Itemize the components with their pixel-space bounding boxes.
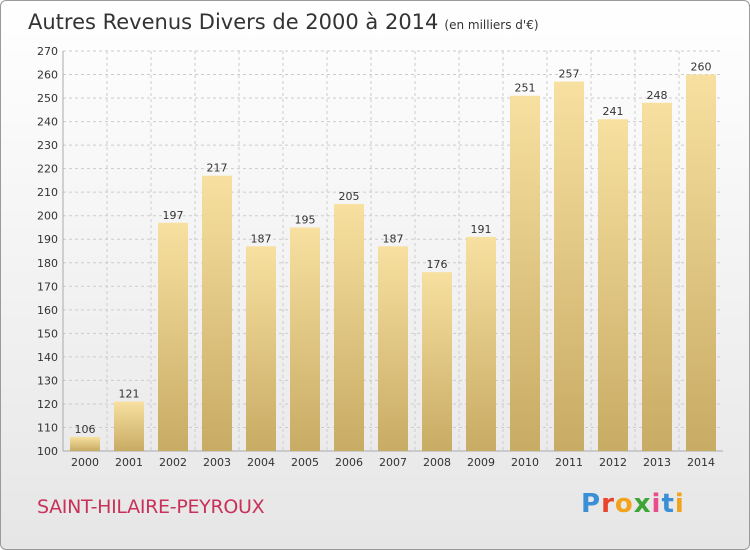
- y-tick-label: 100: [37, 445, 58, 458]
- bar-2004: [246, 246, 276, 451]
- x-tick-label-2003: 2003: [203, 456, 231, 469]
- location-label: SAINT-HILAIRE-PEYROUX: [37, 496, 265, 518]
- bar-2013: [642, 102, 672, 451]
- bar-2002: [158, 222, 188, 451]
- x-tick-label-2005: 2005: [291, 456, 319, 469]
- y-tick-label: 250: [37, 92, 58, 105]
- title-text: Autres Revenus Divers de 2000 à 2014: [28, 10, 439, 34]
- logo-letter: t: [661, 489, 675, 519]
- bar-2001: [114, 401, 144, 451]
- bar-2003: [202, 175, 232, 452]
- bar-2005: [290, 227, 320, 451]
- x-tick-label-2010: 2010: [511, 456, 539, 469]
- unit-label: (en milliers d'€): [444, 18, 539, 32]
- y-tick-label: 260: [37, 69, 58, 82]
- y-tick-label: 110: [37, 421, 58, 434]
- x-tick-label-2001: 2001: [115, 456, 143, 469]
- logo-letter: r: [601, 489, 615, 519]
- logo-letter: i: [674, 489, 685, 519]
- value-label-2004: 187: [251, 232, 272, 245]
- y-tick-label: 210: [37, 186, 58, 199]
- bars-layer: [70, 74, 716, 452]
- x-tick-label-2007: 2007: [379, 456, 407, 469]
- bar-2006: [334, 203, 364, 451]
- value-label-2007: 187: [383, 232, 404, 245]
- bar-2014: [686, 74, 716, 451]
- x-tick-label-2002: 2002: [159, 456, 187, 469]
- y-tick-label: 160: [37, 304, 58, 317]
- x-tick-label-2008: 2008: [423, 456, 451, 469]
- y-tick-label: 140: [37, 351, 58, 364]
- y-tick-label: 240: [37, 116, 58, 129]
- x-tick-label-2011: 2011: [555, 456, 583, 469]
- value-label-2014: 260: [691, 61, 712, 74]
- y-tick-label: 270: [37, 45, 58, 58]
- value-label-2003: 217: [207, 162, 228, 175]
- labels-layer: 100 110 120 130 140 150 160 170 180 190 200 210 220 2…: [37, 45, 715, 469]
- y-tick-label: 190: [37, 233, 58, 246]
- y-tick-label: 230: [37, 139, 58, 152]
- logo-letter: P: [581, 489, 602, 519]
- bar-2000: [70, 436, 100, 451]
- proxiti-logo: Proxiti: [581, 489, 685, 519]
- x-tick-label-2009: 2009: [467, 456, 495, 469]
- value-label-2000: 106: [75, 423, 96, 436]
- y-tick-label: 120: [37, 398, 58, 411]
- logo-letter: i: [651, 489, 662, 519]
- value-label-2010: 251: [515, 82, 536, 95]
- y-tick-label: 130: [37, 374, 58, 387]
- logo-letter: o: [614, 489, 634, 519]
- y-tick-label: 220: [37, 163, 58, 176]
- bar-2007: [378, 246, 408, 451]
- x-tick-label-2012: 2012: [599, 456, 627, 469]
- chart-title: Autres Revenus Divers de 2000 à 2014 (en …: [28, 10, 539, 34]
- value-label-2012: 241: [603, 105, 624, 118]
- x-tick-label-2006: 2006: [335, 456, 363, 469]
- value-label-2013: 248: [647, 89, 668, 102]
- x-tick-label-2013: 2013: [643, 456, 671, 469]
- value-label-2006: 205: [339, 190, 360, 203]
- value-label-2008: 176: [427, 258, 448, 271]
- value-label-2005: 195: [295, 213, 316, 226]
- bar-2012: [598, 119, 628, 451]
- bar-2011: [554, 81, 584, 452]
- logo-letter: x: [633, 489, 652, 519]
- value-label-2009: 191: [471, 223, 492, 236]
- value-label-2002: 197: [163, 209, 184, 222]
- bar-2010: [510, 95, 540, 452]
- x-tick-label-2014: 2014: [687, 456, 715, 469]
- y-tick-label: 170: [37, 280, 58, 293]
- value-label-2001: 121: [119, 388, 140, 401]
- y-tick-label: 200: [37, 210, 58, 223]
- y-tick-label: 180: [37, 257, 58, 270]
- bar-2009: [466, 236, 496, 451]
- bar-2008: [422, 272, 452, 451]
- value-label-2011: 257: [559, 68, 580, 81]
- y-tick-label: 150: [37, 327, 58, 340]
- x-tick-label-2004: 2004: [247, 456, 275, 469]
- x-tick-label-2000: 2000: [71, 456, 99, 469]
